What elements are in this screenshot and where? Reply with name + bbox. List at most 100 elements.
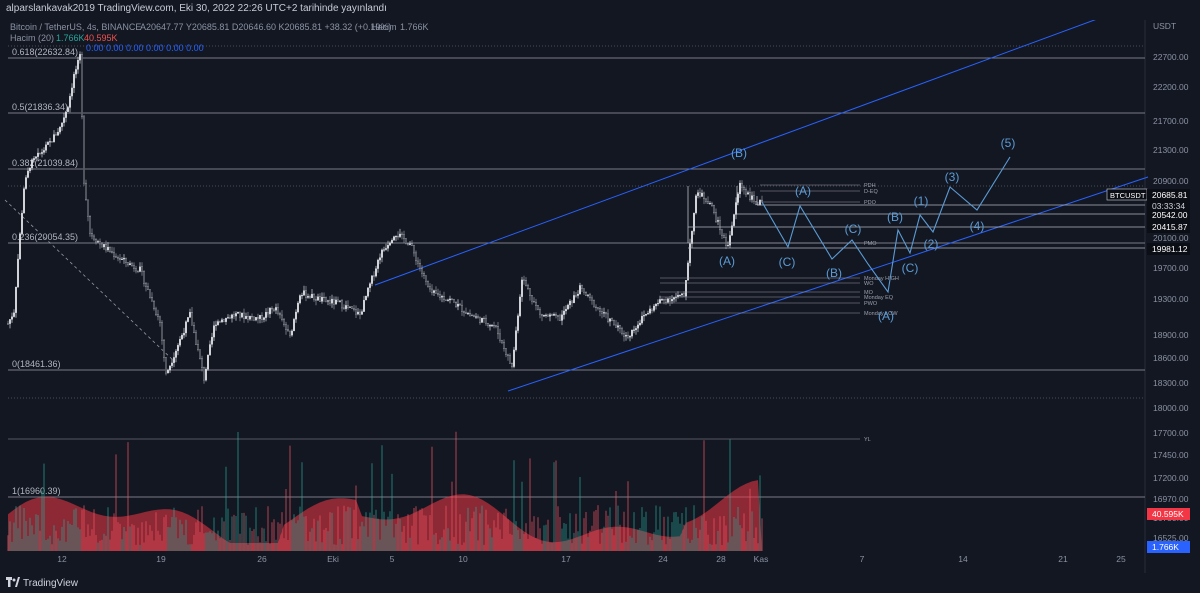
candle-body	[647, 313, 649, 315]
symbol-tag-label: BTCUSDT	[1110, 191, 1146, 200]
candle-body	[575, 295, 577, 297]
candle-body	[395, 236, 397, 238]
candle-body	[137, 270, 139, 272]
candle-body	[619, 325, 621, 329]
candle-body	[349, 306, 351, 308]
candle-body	[501, 340, 503, 343]
candle-body	[355, 309, 357, 315]
candle-body	[211, 336, 213, 345]
candle-body	[531, 295, 533, 302]
candle-body	[377, 259, 379, 269]
candle-body	[499, 333, 501, 341]
fib-levels: 0.618(22632.84) 0.5(21836.34) 0.382(21039.…	[8, 47, 1145, 498]
candle-body	[451, 298, 453, 301]
wave-label: (B)	[826, 266, 842, 280]
legend: Bitcoin / TetherUS, 4s, BINANCE A20647.7…	[10, 22, 429, 53]
candle-body	[21, 212, 23, 234]
candle-body	[373, 275, 375, 277]
candle-body	[189, 312, 191, 318]
candle-body	[265, 312, 267, 318]
candle-body	[317, 296, 319, 301]
candle-body	[435, 290, 437, 294]
y-tick: 16970.00	[1153, 494, 1189, 504]
candle-body	[113, 251, 115, 257]
candle-body	[241, 312, 243, 318]
candle-body	[361, 311, 363, 315]
candle-body	[149, 289, 151, 298]
level-label: WO	[864, 281, 874, 287]
candle-body	[367, 287, 369, 297]
legend-volma-value2: 40.595K	[84, 33, 118, 43]
candle-body	[83, 116, 85, 184]
candle-body	[723, 235, 725, 238]
candle-body	[183, 332, 185, 336]
candle-body	[465, 312, 467, 314]
candle-body	[371, 275, 373, 284]
channel-lower	[507, 176, 1149, 392]
x-tick: 12	[57, 554, 67, 564]
candle-body	[249, 316, 251, 320]
candle-body	[329, 300, 331, 304]
candle-body	[105, 244, 107, 251]
candle-body	[187, 317, 189, 322]
candle-body	[591, 297, 593, 301]
candle-body	[427, 280, 429, 287]
y-tick: 22200.00	[1153, 82, 1189, 92]
candle-body	[221, 319, 223, 323]
candle-body	[37, 152, 39, 157]
candle-body	[331, 298, 333, 304]
volume-bars	[7, 431, 763, 551]
x-tick: 10	[458, 554, 468, 564]
candle-body	[637, 324, 639, 329]
candle-body	[725, 237, 727, 246]
candle-body	[95, 238, 97, 243]
footer-brand: TradingView	[23, 578, 79, 589]
candle-body	[233, 314, 235, 317]
candle-body	[413, 245, 415, 254]
candle-body	[651, 308, 653, 311]
candle-body	[69, 96, 71, 108]
wave-label: (A)	[795, 184, 811, 198]
candle-body	[213, 325, 215, 338]
candle-body	[515, 330, 517, 351]
candle-body	[745, 189, 747, 195]
candle-body	[421, 268, 423, 274]
candle-body	[171, 362, 173, 366]
candle-body	[215, 324, 217, 326]
candle-body	[589, 294, 591, 299]
candle-body	[243, 312, 245, 319]
candle-body	[751, 195, 753, 200]
candle-body	[231, 314, 233, 319]
channel-upper	[374, 14, 1109, 286]
chart-area[interactable]: 0.618(22632.84) 0.5(21836.34) 0.382(21039.…	[0, 14, 1200, 573]
candle-body	[101, 243, 103, 248]
candle-body	[711, 203, 713, 207]
candle-body	[679, 294, 681, 296]
wave-label: (3)	[945, 170, 960, 184]
candle-body	[467, 313, 469, 315]
candle-body	[35, 156, 37, 159]
candle-body	[305, 290, 307, 298]
y-tick: 22700.00	[1153, 52, 1189, 62]
candle-body	[383, 249, 385, 251]
candle-body	[473, 315, 475, 318]
candle-body	[457, 303, 459, 307]
candle-body	[635, 328, 637, 331]
candle-body	[321, 296, 323, 302]
candle-body	[617, 325, 619, 328]
volume-ma-area	[8, 480, 762, 551]
candle-body	[141, 266, 143, 272]
candle-body	[7, 323, 9, 325]
candle-body	[135, 268, 137, 272]
candle-body	[461, 304, 463, 312]
candle-body	[345, 305, 347, 309]
chart-svg[interactable]: 0.618(22632.84) 0.5(21836.34) 0.382(21039.…	[0, 14, 1200, 573]
tradingview-icon	[6, 577, 20, 587]
candle-body	[333, 298, 335, 305]
candle-body	[47, 142, 49, 145]
candle-body	[481, 317, 483, 323]
candle-body	[533, 301, 535, 303]
candle-body	[543, 315, 545, 317]
candle-body	[633, 329, 635, 331]
